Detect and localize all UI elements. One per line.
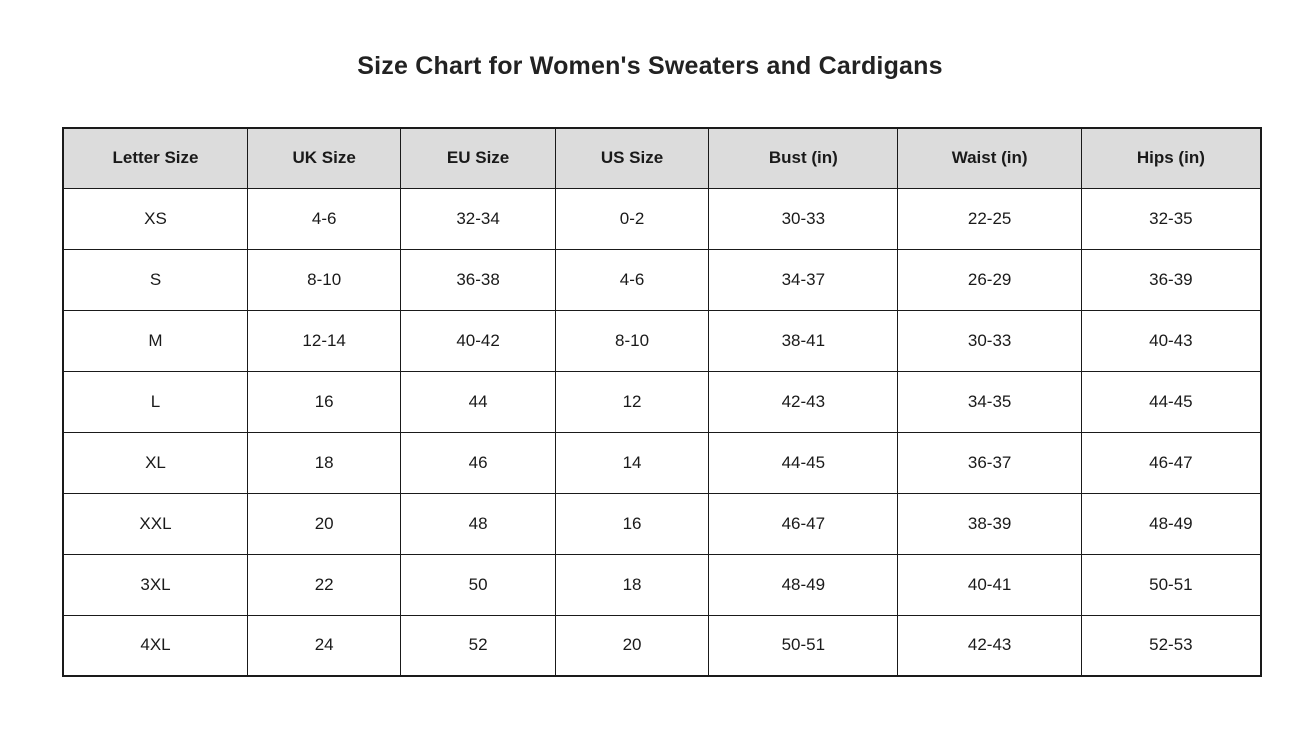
table-cell: 26-29 <box>897 248 1082 311</box>
table-cell: 8-10 <box>554 309 710 372</box>
size-table-header: Letter Size UK Size EU Size US Size Bust (in… <box>62 127 1262 189</box>
table-cell: 50-51 <box>1080 553 1262 616</box>
table-cell: 4-6 <box>246 187 402 250</box>
table-cell: 46-47 <box>1080 431 1262 494</box>
column-header: Hips (in) <box>1080 127 1262 189</box>
table-cell: 16 <box>554 492 710 555</box>
table-cell: 52-53 <box>1080 614 1262 677</box>
table-cell: 22 <box>246 553 402 616</box>
table-cell: 18 <box>554 553 710 616</box>
table-cell: 40-43 <box>1080 309 1262 372</box>
size-table: Letter Size UK Size EU Size US Size Bust (in… <box>62 127 1262 677</box>
table-cell: 34-35 <box>897 370 1082 433</box>
table-cell: 12 <box>554 370 710 433</box>
table-row: 3XL 22 50 18 48-49 40-41 50-51 <box>62 553 1262 616</box>
table-cell: 36-37 <box>897 431 1082 494</box>
table-cell: 20 <box>246 492 402 555</box>
table-cell: 12-14 <box>246 309 402 372</box>
table-cell: 4-6 <box>554 248 710 311</box>
table-cell: 32-34 <box>400 187 556 250</box>
table-cell: 48-49 <box>708 553 899 616</box>
table-row: XXL 20 48 16 46-47 38-39 48-49 <box>62 492 1262 555</box>
table-cell: 52 <box>400 614 556 677</box>
table-cell: 48 <box>400 492 556 555</box>
table-cell: 32-35 <box>1080 187 1262 250</box>
table-cell: 46-47 <box>708 492 899 555</box>
table-cell: 50 <box>400 553 556 616</box>
table-cell: 3XL <box>62 553 248 616</box>
table-cell: 44-45 <box>1080 370 1262 433</box>
table-cell: 22-25 <box>897 187 1082 250</box>
table-cell: 18 <box>246 431 402 494</box>
table-cell: 38-39 <box>897 492 1082 555</box>
column-header: EU Size <box>400 127 556 189</box>
table-cell: 34-37 <box>708 248 899 311</box>
table-cell: 20 <box>554 614 710 677</box>
page-title: Size Chart for Women's Sweaters and Card… <box>357 52 943 80</box>
table-cell: 40-42 <box>400 309 556 372</box>
table-cell: 8-10 <box>246 248 402 311</box>
table-cell: 46 <box>400 431 556 494</box>
table-row: L 16 44 12 42-43 34-35 44-45 <box>62 370 1262 433</box>
table-row: 4XL 24 52 20 50-51 42-43 52-53 <box>62 614 1262 677</box>
table-cell: XXL <box>62 492 248 555</box>
table-cell: XL <box>62 431 248 494</box>
column-header: Bust (in) <box>708 127 899 189</box>
size-table-body: XS 4-6 32-34 0-2 30-33 22-25 32-35 S 8-10 36-38 4-… <box>62 187 1262 677</box>
table-row: M 12-14 40-42 8-10 38-41 30-33 40-43 <box>62 309 1262 372</box>
table-cell: 50-51 <box>708 614 899 677</box>
table-cell: 40-41 <box>897 553 1082 616</box>
table-cell: 48-49 <box>1080 492 1262 555</box>
table-cell: 16 <box>246 370 402 433</box>
table-cell: 24 <box>246 614 402 677</box>
column-header: UK Size <box>246 127 402 189</box>
table-cell: 44-45 <box>708 431 899 494</box>
table-row: XL 18 46 14 44-45 36-37 46-47 <box>62 431 1262 494</box>
table-cell: 36-39 <box>1080 248 1262 311</box>
table-cell: 44 <box>400 370 556 433</box>
header-row: Letter Size UK Size EU Size US Size Bust (in… <box>62 127 1262 189</box>
column-header: Letter Size <box>62 127 248 189</box>
table-cell: 0-2 <box>554 187 710 250</box>
table-cell: 38-41 <box>708 309 899 372</box>
table-cell: M <box>62 309 248 372</box>
table-cell: 4XL <box>62 614 248 677</box>
table-row: XS 4-6 32-34 0-2 30-33 22-25 32-35 <box>62 187 1262 250</box>
table-cell: 14 <box>554 431 710 494</box>
column-header: US Size <box>554 127 710 189</box>
table-cell: 42-43 <box>897 614 1082 677</box>
table-cell: 30-33 <box>708 187 899 250</box>
column-header: Waist (in) <box>897 127 1082 189</box>
table-cell: 30-33 <box>897 309 1082 372</box>
table-row: S 8-10 36-38 4-6 34-37 26-29 36-39 <box>62 248 1262 311</box>
table-cell: S <box>62 248 248 311</box>
table-cell: L <box>62 370 248 433</box>
table-cell: 36-38 <box>400 248 556 311</box>
table-cell: XS <box>62 187 248 250</box>
table-cell: 42-43 <box>708 370 899 433</box>
